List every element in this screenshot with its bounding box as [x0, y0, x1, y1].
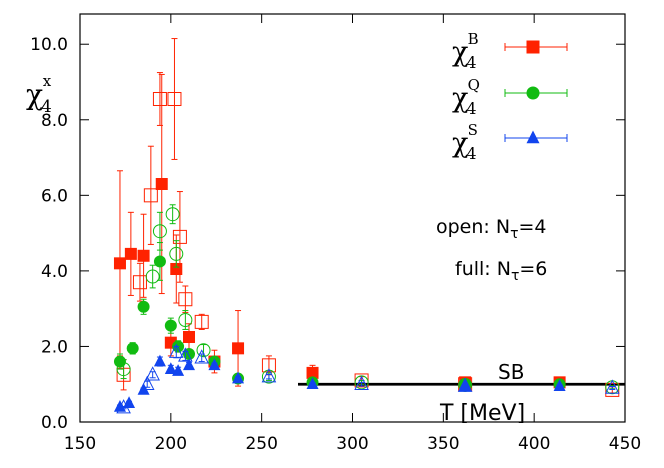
point-s-open: [261, 368, 277, 383]
point-b-full: [306, 366, 319, 379]
point-s-full: [183, 358, 195, 371]
point-s-open: [354, 375, 369, 390]
point-b-open: [178, 292, 193, 307]
x-tick-label: 200: [155, 434, 187, 454]
point-s-full: [232, 371, 245, 384]
point-b-open: [605, 382, 620, 397]
point-s-full: [113, 399, 126, 412]
x-tick-label: 250: [245, 434, 277, 454]
point-q-full: [113, 355, 126, 368]
x-tick-label: 300: [336, 434, 368, 454]
point-s-full: [172, 364, 185, 376]
legend: χ4B χ4Q χ4S: [452, 30, 568, 163]
x-tick-label: 150: [64, 434, 96, 454]
point-s-full: [306, 377, 319, 390]
point-s-open: [168, 343, 184, 358]
point-q-full: [164, 319, 177, 332]
point-b-full: [113, 257, 126, 270]
legend-label-b: χ4B: [452, 30, 479, 72]
plot-area: [113, 38, 625, 414]
point-b-full: [170, 263, 183, 275]
x-axis-label: T [MeV]: [439, 401, 525, 426]
y-tick-label: 2.0: [41, 337, 68, 357]
legend-entry-s: χ4S: [452, 121, 568, 163]
point-s-full: [459, 379, 472, 391]
point-b-open: [152, 92, 167, 106]
x-tick-label: 400: [518, 434, 550, 454]
point-s-full: [123, 396, 136, 408]
point-q-open: [196, 343, 211, 358]
point-q-full: [153, 255, 166, 268]
point-b-open: [172, 229, 187, 244]
point-b-open: [132, 275, 147, 290]
legend-marker-q: [526, 86, 540, 100]
point-q-open: [145, 269, 160, 284]
point-s-full: [137, 382, 150, 395]
legend-marker-b: [526, 40, 540, 54]
y-tick-label: 10.0: [30, 35, 68, 55]
point-b-open: [194, 314, 209, 329]
y-tick-label: 0.0: [41, 413, 68, 433]
point-b-open: [167, 92, 182, 106]
point-b-full: [124, 247, 137, 260]
point-b-full: [232, 342, 245, 355]
x-tick-label: 450: [609, 434, 641, 454]
annotation-open: open: Nτ=4: [436, 216, 547, 242]
point-s-open: [604, 379, 620, 394]
point-s-full: [208, 358, 221, 371]
legend-entry-b: χ4B: [452, 30, 568, 72]
point-s-full: [164, 362, 177, 374]
point-s-full: [553, 379, 566, 391]
point-b-open: [143, 188, 158, 203]
axes: 150 200 250 300 350 400 450 0.0 2.0 4.0 6.0 8.0 10.0: [30, 13, 641, 454]
y-axis-label: χ4x: [26, 72, 52, 117]
point-b-full: [183, 331, 195, 343]
point-s-open: [139, 375, 155, 390]
y-tick-label: 4.0: [41, 262, 68, 282]
point-q-open: [178, 313, 193, 327]
point-s-open: [457, 377, 473, 392]
legend-entry-q: χ4Q: [452, 76, 568, 118]
point-q-open: [165, 207, 180, 222]
legend-label-q: χ4Q: [452, 76, 480, 118]
y-tick-label: 6.0: [41, 186, 68, 206]
point-q-full: [126, 342, 139, 355]
point-s-open: [178, 347, 193, 362]
point-b-open: [261, 358, 276, 373]
sb-label: SB: [498, 360, 524, 384]
annotations: open: Nτ=4 full: Nτ=6 SB T [MeV] χ4x: [26, 72, 547, 426]
point-s-open: [145, 366, 160, 381]
legend-marker-s: [526, 130, 540, 144]
point-q-open: [169, 246, 184, 261]
x-tick-label: 350: [427, 434, 459, 454]
legend-label-s: χ4S: [452, 121, 478, 163]
point-b-full: [137, 249, 150, 262]
point-b-full: [155, 178, 168, 190]
point-s-open: [194, 349, 210, 364]
point-q-full: [137, 300, 150, 313]
annotation-full: full: Nτ=6: [455, 258, 547, 284]
y-tick-label: 8.0: [41, 111, 68, 131]
point-q-open: [152, 224, 167, 239]
point-s-full: [153, 354, 166, 367]
